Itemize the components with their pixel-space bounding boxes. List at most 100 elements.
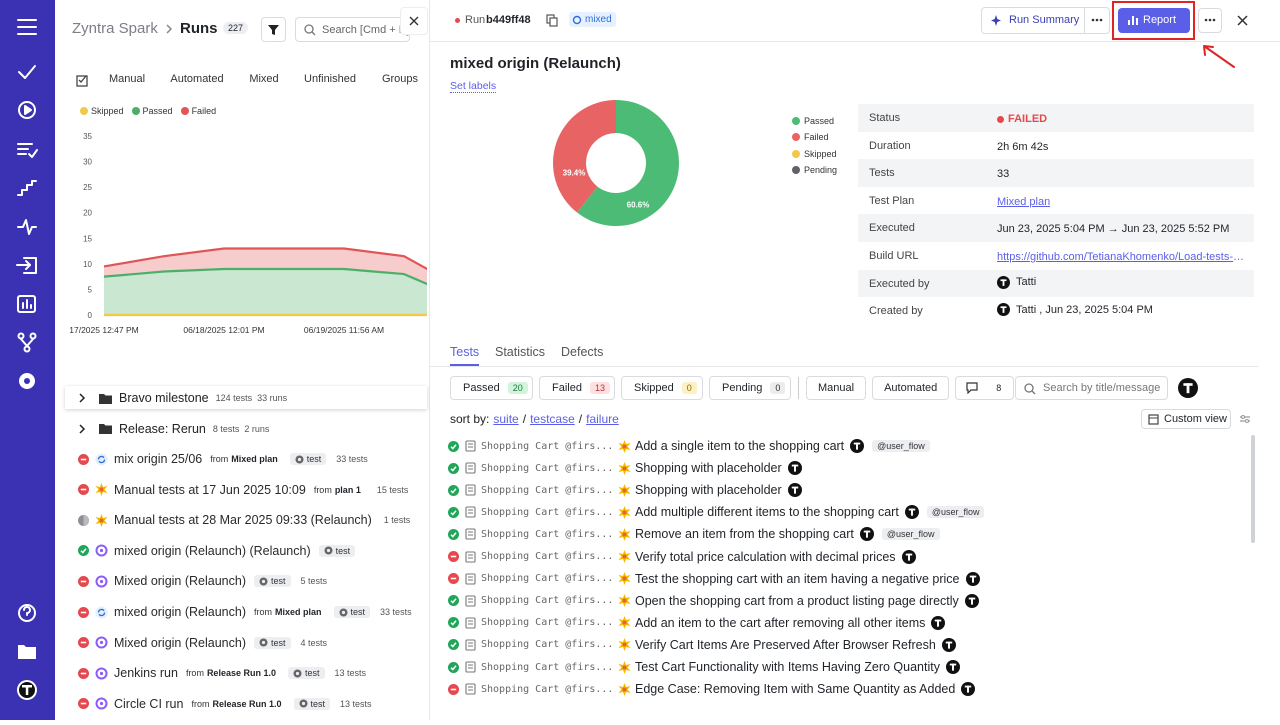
status-icon bbox=[78, 607, 89, 618]
run-summary-button[interactable]: Run Summary bbox=[981, 7, 1085, 34]
detail-label: Build URL bbox=[869, 250, 919, 262]
test-row[interactable]: Shopping Cart @firs...Shopping with plac… bbox=[448, 480, 802, 500]
test-row[interactable]: Shopping Cart @firs...Shopping with plac… bbox=[448, 458, 802, 478]
icon-shape bbox=[1003, 279, 1005, 286]
test-row[interactable]: Shopping Cart @firs... Test Cart Function… bbox=[448, 657, 960, 677]
detail-label: Created by bbox=[869, 305, 923, 317]
filter-count: 20 bbox=[508, 382, 528, 394]
detail-text[interactable]: https://github.com/TetianaKhomenko/Load-… bbox=[997, 251, 1245, 263]
run-row[interactable]: Jenkins runfromRelease Run 1.0test13 tes… bbox=[78, 663, 366, 683]
legend-item: Failed bbox=[181, 106, 217, 116]
folder-icon[interactable] bbox=[18, 645, 36, 659]
main-tab[interactable]: Statistics bbox=[495, 345, 545, 359]
test-row[interactable]: Shopping Cart @firs...Remove an item fro… bbox=[448, 524, 940, 544]
icon-shape bbox=[25, 347, 30, 352]
icon-shape bbox=[18, 645, 36, 659]
detail-label: Duration bbox=[869, 140, 911, 152]
filter-chip[interactable]: Skipped0 bbox=[621, 376, 703, 400]
test-row[interactable]: Shopping Cart @firs...Test the shopping … bbox=[448, 569, 980, 589]
sort-option[interactable]: failure bbox=[586, 412, 619, 426]
run-row[interactable]: mixed origin (Relaunch) (Relaunch)test bbox=[78, 541, 355, 561]
avatar bbox=[788, 483, 802, 497]
summary-more[interactable] bbox=[1084, 7, 1110, 34]
icon-shape bbox=[78, 545, 89, 556]
status-icon bbox=[448, 684, 459, 695]
icon-shape bbox=[1092, 19, 1095, 22]
sort-option[interactable]: testcase bbox=[530, 412, 575, 426]
icon-shape bbox=[448, 441, 459, 452]
icon-shape bbox=[312, 32, 315, 35]
runs-icon[interactable] bbox=[19, 102, 35, 118]
test-row[interactable]: Shopping Cart @firs...Open the shopping … bbox=[448, 591, 979, 611]
steps-icon[interactable] bbox=[18, 181, 36, 195]
search-box[interactable]: Search [Cmd + K] bbox=[295, 17, 410, 42]
icon-shape bbox=[100, 641, 103, 644]
main-tab[interactable]: Defects bbox=[561, 345, 603, 359]
branch-icon[interactable] bbox=[19, 334, 36, 352]
type-button[interactable]: Automated bbox=[872, 376, 949, 400]
main-tab[interactable]: Tests bbox=[450, 345, 479, 359]
run-row[interactable]: Manual tests at 17 Jun 2025 10:09frompla… bbox=[78, 480, 408, 500]
import-icon[interactable] bbox=[17, 258, 36, 273]
runs-tab[interactable]: Manual bbox=[109, 73, 145, 85]
runs-tab[interactable]: Groups bbox=[382, 73, 418, 85]
filter-button[interactable] bbox=[261, 17, 286, 42]
status-icon bbox=[78, 576, 89, 587]
sort-option[interactable]: suite bbox=[493, 412, 518, 426]
test-suite: Shopping Cart @firs... bbox=[481, 441, 618, 452]
tabs-divider bbox=[430, 366, 1258, 367]
filter-chip[interactable]: Passed20 bbox=[450, 376, 533, 400]
select-icon[interactable] bbox=[75, 73, 89, 87]
runs-tab[interactable]: Unfinished bbox=[304, 73, 356, 85]
run-row[interactable]: Mixed origin (Relaunch)test4 tests bbox=[78, 633, 327, 653]
detail-text[interactable]: Mixed plan bbox=[997, 196, 1050, 208]
custom-view-button[interactable]: Custom view bbox=[1141, 409, 1231, 429]
doc-icon bbox=[465, 595, 476, 607]
settings-toggle[interactable] bbox=[1239, 413, 1251, 425]
user-avatar[interactable] bbox=[17, 680, 37, 700]
settings-icon[interactable] bbox=[19, 373, 35, 389]
test-title: Open the shopping cart from a product li… bbox=[635, 594, 959, 608]
comments-button[interactable]: 8 bbox=[955, 376, 1014, 400]
analytics-icon[interactable] bbox=[18, 296, 35, 312]
close-run[interactable] bbox=[1235, 13, 1250, 28]
help-icon[interactable] bbox=[19, 605, 35, 621]
more-button[interactable] bbox=[1198, 8, 1222, 33]
test-row[interactable]: Shopping Cart @firs...Add a single item … bbox=[448, 436, 930, 456]
run-row[interactable]: mix origin 25/06fromMixed plantest33 tes… bbox=[78, 449, 368, 469]
from-label: from bbox=[314, 485, 332, 495]
test-row[interactable]: Shopping Cart @firs...Add multiple diffe… bbox=[448, 502, 984, 522]
group-row[interactable]: Bravo milestone124 tests33 runs bbox=[78, 388, 287, 408]
test-row[interactable]: Shopping Cart @firs...Add an item to the… bbox=[448, 613, 945, 633]
test-search[interactable]: Search by title/message bbox=[1015, 376, 1168, 400]
type-button[interactable]: Manual bbox=[806, 376, 866, 400]
close-panel[interactable] bbox=[400, 7, 428, 35]
test-row[interactable]: Shopping Cart @firs...Verify total price… bbox=[448, 547, 916, 567]
set-labels[interactable]: Set labels bbox=[450, 80, 496, 93]
runs-tab[interactable]: Automated bbox=[170, 73, 223, 85]
run-row[interactable]: mixed origin (Relaunch)fromMixed plantes… bbox=[78, 602, 412, 622]
tag-chip: test bbox=[290, 453, 327, 465]
run-row[interactable]: Circle CI runfromRelease Run 1.0test13 t… bbox=[78, 694, 372, 714]
kind-icon bbox=[95, 667, 108, 680]
menu-icon[interactable] bbox=[18, 20, 36, 34]
run-row[interactable]: Mixed origin (Relaunch)test5 tests bbox=[78, 571, 327, 591]
run-row[interactable]: Manual tests at 28 Mar 2025 09:33 (Relau… bbox=[78, 510, 410, 530]
filter-chip[interactable]: Failed13 bbox=[539, 376, 615, 400]
copy-icon[interactable] bbox=[546, 14, 558, 27]
tests-icon[interactable] bbox=[18, 144, 37, 157]
group-row[interactable]: Release: Rerun8 tests2 runs bbox=[78, 419, 269, 439]
pulse-icon[interactable] bbox=[18, 220, 36, 234]
filter-chip[interactable]: Pending0 bbox=[709, 376, 791, 400]
test-row[interactable]: Shopping Cart @firs...Verify Cart Items … bbox=[448, 635, 956, 655]
check-icon[interactable] bbox=[19, 66, 35, 78]
doc-icon bbox=[465, 683, 476, 695]
test-suite: Shopping Cart @firs... bbox=[481, 662, 618, 673]
runs-tab[interactable]: Mixed bbox=[249, 73, 278, 85]
icon-shape bbox=[81, 458, 86, 460]
gear-icon bbox=[293, 669, 302, 678]
icon-shape bbox=[80, 394, 84, 402]
test-row[interactable]: Shopping Cart @firs...Edge Case: Removin… bbox=[448, 679, 975, 699]
test-title: Test Cart Functionality with Items Havin… bbox=[635, 660, 940, 674]
detail-value: Tatti bbox=[997, 276, 1036, 289]
